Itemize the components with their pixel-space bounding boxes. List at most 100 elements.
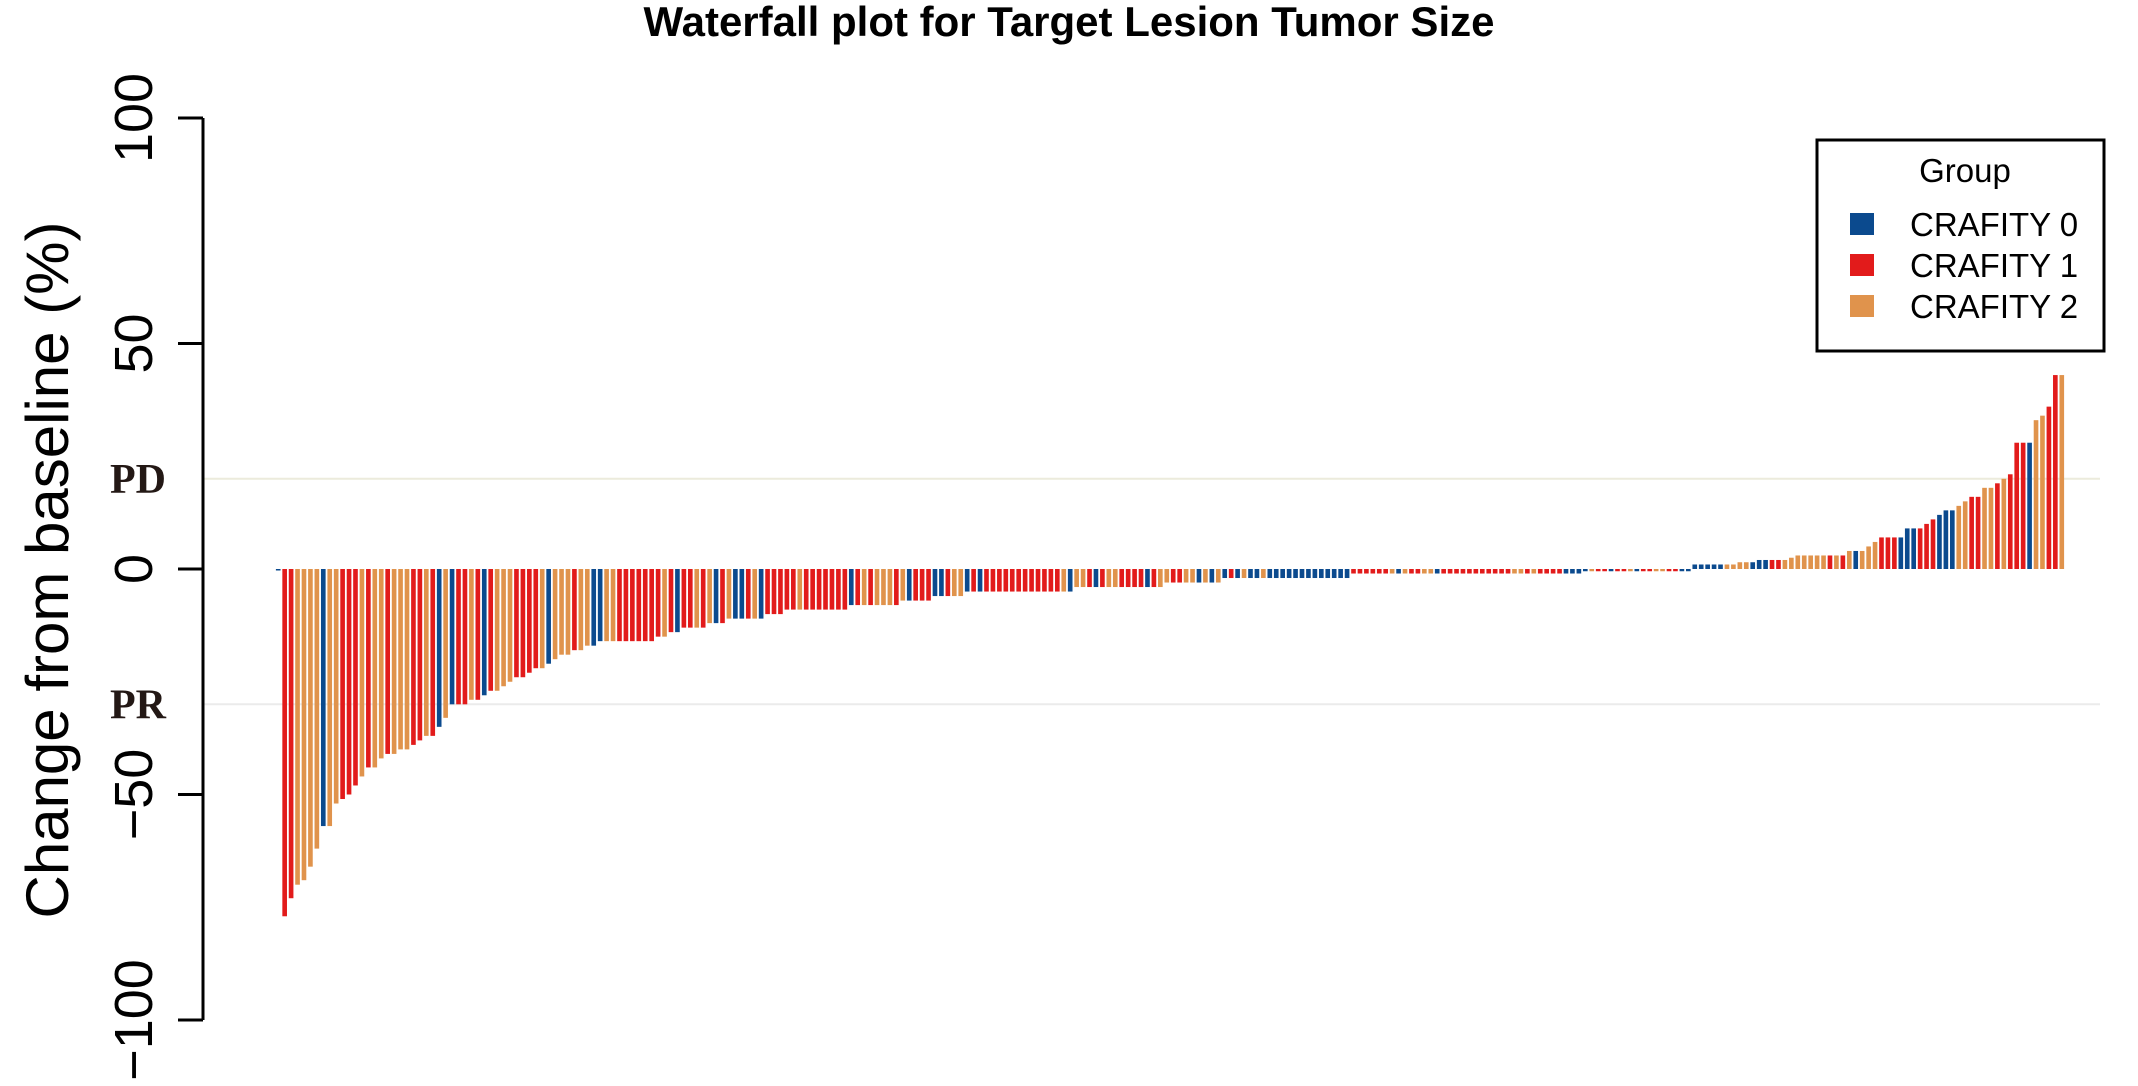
bar: [720, 569, 725, 624]
bar: [301, 569, 307, 881]
bar: [1853, 550, 1859, 569]
bar: [1306, 569, 1311, 579]
bar: [1177, 569, 1182, 583]
bar: [552, 569, 558, 660]
bar: [803, 569, 809, 610]
bar: [436, 569, 442, 727]
bar: [1009, 569, 1015, 592]
bar: [1003, 569, 1009, 592]
bar: [417, 569, 423, 741]
legend-label: CRAFITY 2: [1910, 288, 2078, 325]
bar: [314, 569, 320, 849]
bar: [1634, 569, 1640, 572]
bar: [366, 569, 371, 768]
bar: [1930, 519, 1936, 569]
bar: [1164, 569, 1170, 583]
bar: [951, 569, 957, 597]
bar: [1235, 569, 1240, 579]
bar: [398, 569, 403, 750]
bar: [784, 569, 790, 610]
bar: [816, 569, 822, 610]
bar: [1299, 569, 1305, 579]
bar: [1795, 555, 1801, 569]
bar: [1531, 569, 1537, 574]
bar: [1937, 514, 1942, 569]
bar: [462, 569, 468, 705]
legend-swatch: [1850, 213, 1874, 235]
bar: [320, 569, 326, 827]
bar: [1518, 569, 1524, 574]
bar: [1550, 569, 1556, 574]
bar: [913, 569, 918, 601]
bar: [1138, 569, 1144, 588]
bar: [861, 569, 867, 606]
bar: [1505, 569, 1511, 574]
bar: [2020, 442, 2026, 569]
bar: [1190, 569, 1195, 583]
bar: [932, 569, 938, 597]
bar: [1834, 555, 1839, 569]
y-axis-label: Change from baseline (%): [14, 221, 81, 918]
bar: [584, 569, 590, 646]
bar: [1589, 569, 1595, 572]
bar: [1499, 569, 1504, 574]
bar: [1454, 569, 1459, 574]
bar: [617, 569, 622, 642]
bar: [1821, 555, 1826, 569]
bar: [1885, 537, 1891, 569]
bar: [1640, 569, 1646, 572]
bar: [1241, 569, 1247, 579]
bar: [1995, 483, 2000, 569]
bar: [1956, 505, 1962, 569]
bar: [1312, 569, 1318, 579]
bar: [1267, 569, 1273, 579]
bar: [1409, 569, 1414, 574]
reference-lines: PD PR: [110, 457, 2100, 728]
y-tick-label: 0: [104, 554, 164, 584]
bar: [1422, 569, 1427, 574]
bar: [1357, 569, 1363, 574]
bar: [1924, 523, 1929, 569]
y-tick-label: 50: [104, 313, 164, 373]
bar: [1325, 569, 1331, 579]
reference-label-pd: PD: [110, 457, 166, 503]
bar: [372, 569, 378, 768]
bar: [1293, 569, 1298, 579]
bar: [1666, 569, 1672, 572]
bar: [1743, 562, 1749, 569]
bar: [2059, 375, 2065, 569]
bar: [771, 569, 777, 615]
bar: [1904, 528, 1910, 569]
bar: [481, 569, 487, 696]
bar: [282, 569, 287, 917]
bar: [1673, 569, 1678, 572]
bar: [900, 569, 906, 601]
y-tick-label: −100: [104, 959, 164, 1081]
bar: [1087, 569, 1092, 588]
bar: [1486, 569, 1492, 574]
bar: [604, 569, 609, 642]
bar: [681, 569, 687, 628]
bar: [1447, 569, 1453, 574]
bar: [1782, 559, 1788, 569]
bar: [1215, 569, 1221, 583]
bar: [1132, 569, 1137, 588]
bar: [1943, 510, 1949, 569]
bar: [752, 569, 758, 619]
bar: [1158, 569, 1163, 588]
bar: [823, 569, 828, 610]
bar: [939, 569, 944, 597]
bar: [662, 569, 667, 637]
bar: [1879, 537, 1884, 569]
bar: [359, 569, 365, 777]
bar: [1763, 559, 1768, 569]
bar: [353, 569, 358, 786]
bar: [1750, 562, 1756, 569]
bar: [533, 569, 539, 669]
bar: [385, 569, 390, 754]
bar: [1892, 537, 1897, 569]
bar: [1061, 569, 1067, 592]
bar: [1872, 541, 1878, 569]
bar: [1415, 569, 1421, 574]
bar: [340, 569, 345, 800]
